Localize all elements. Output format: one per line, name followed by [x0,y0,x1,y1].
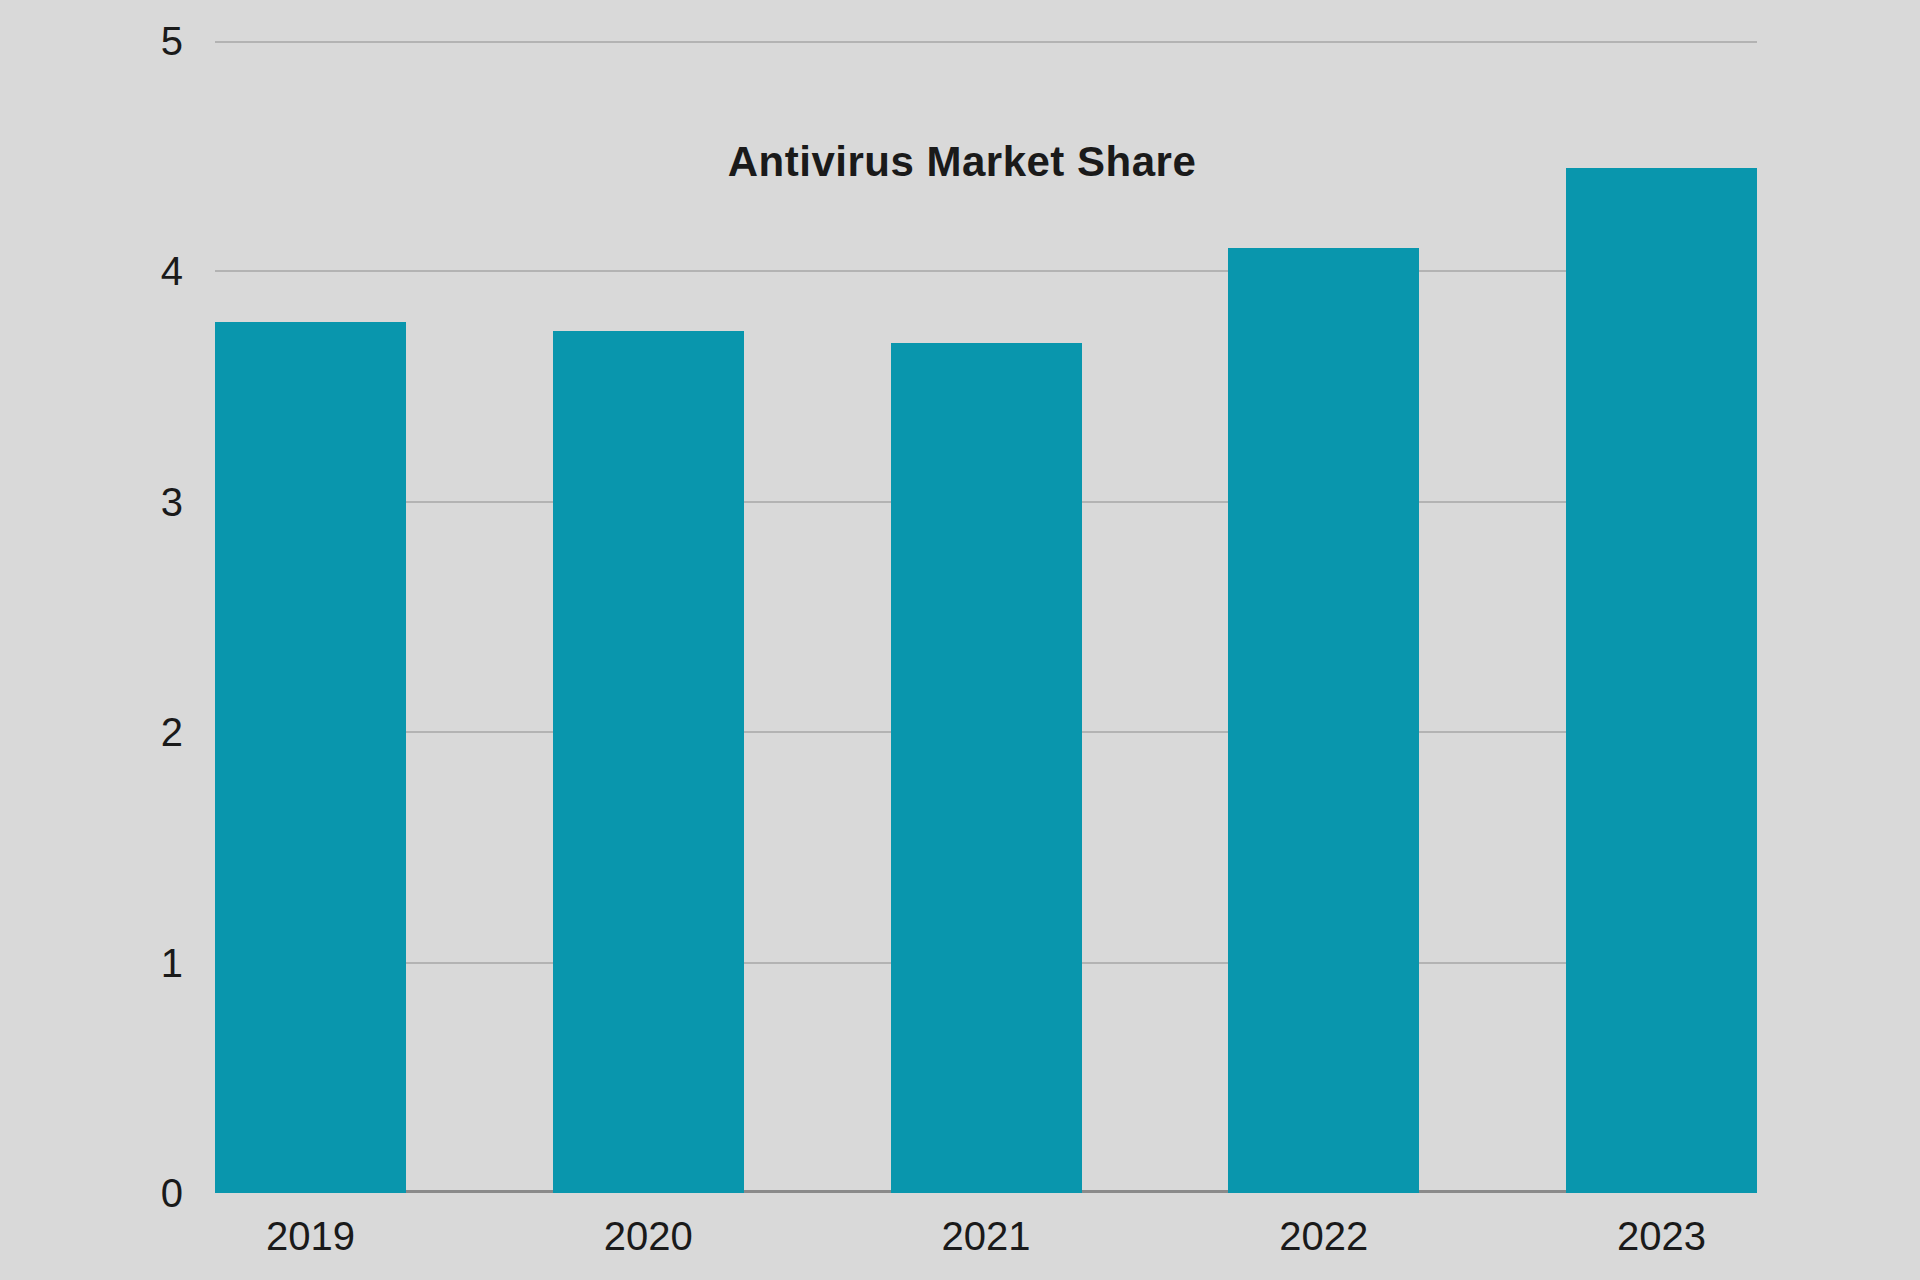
y-tick-label-4: 4 [60,251,183,291]
bar-2019 [215,322,406,1193]
x-tick-label-2023: 2023 [1617,1216,1706,1256]
x-tick-label-2020: 2020 [604,1216,693,1256]
y-tick-label-1: 1 [60,943,183,983]
x-tick-label-2021: 2021 [942,1216,1031,1256]
bar-2022 [1228,248,1419,1193]
bar-chart-canvas: Antivirus Market Share 012345 2019202020… [0,0,1920,1280]
bar-series [215,41,1757,1193]
x-tick-label-2019: 2019 [266,1216,355,1256]
bar-2021 [891,343,1082,1193]
bar-2020 [553,331,744,1193]
y-tick-label-2: 2 [60,712,183,752]
plot-area [215,41,1757,1193]
y-tick-label-0: 0 [60,1173,183,1213]
x-tick-label-2022: 2022 [1279,1216,1368,1256]
y-tick-label-5: 5 [60,21,183,61]
y-tick-label-3: 3 [60,482,183,522]
bar-2023 [1566,168,1757,1193]
